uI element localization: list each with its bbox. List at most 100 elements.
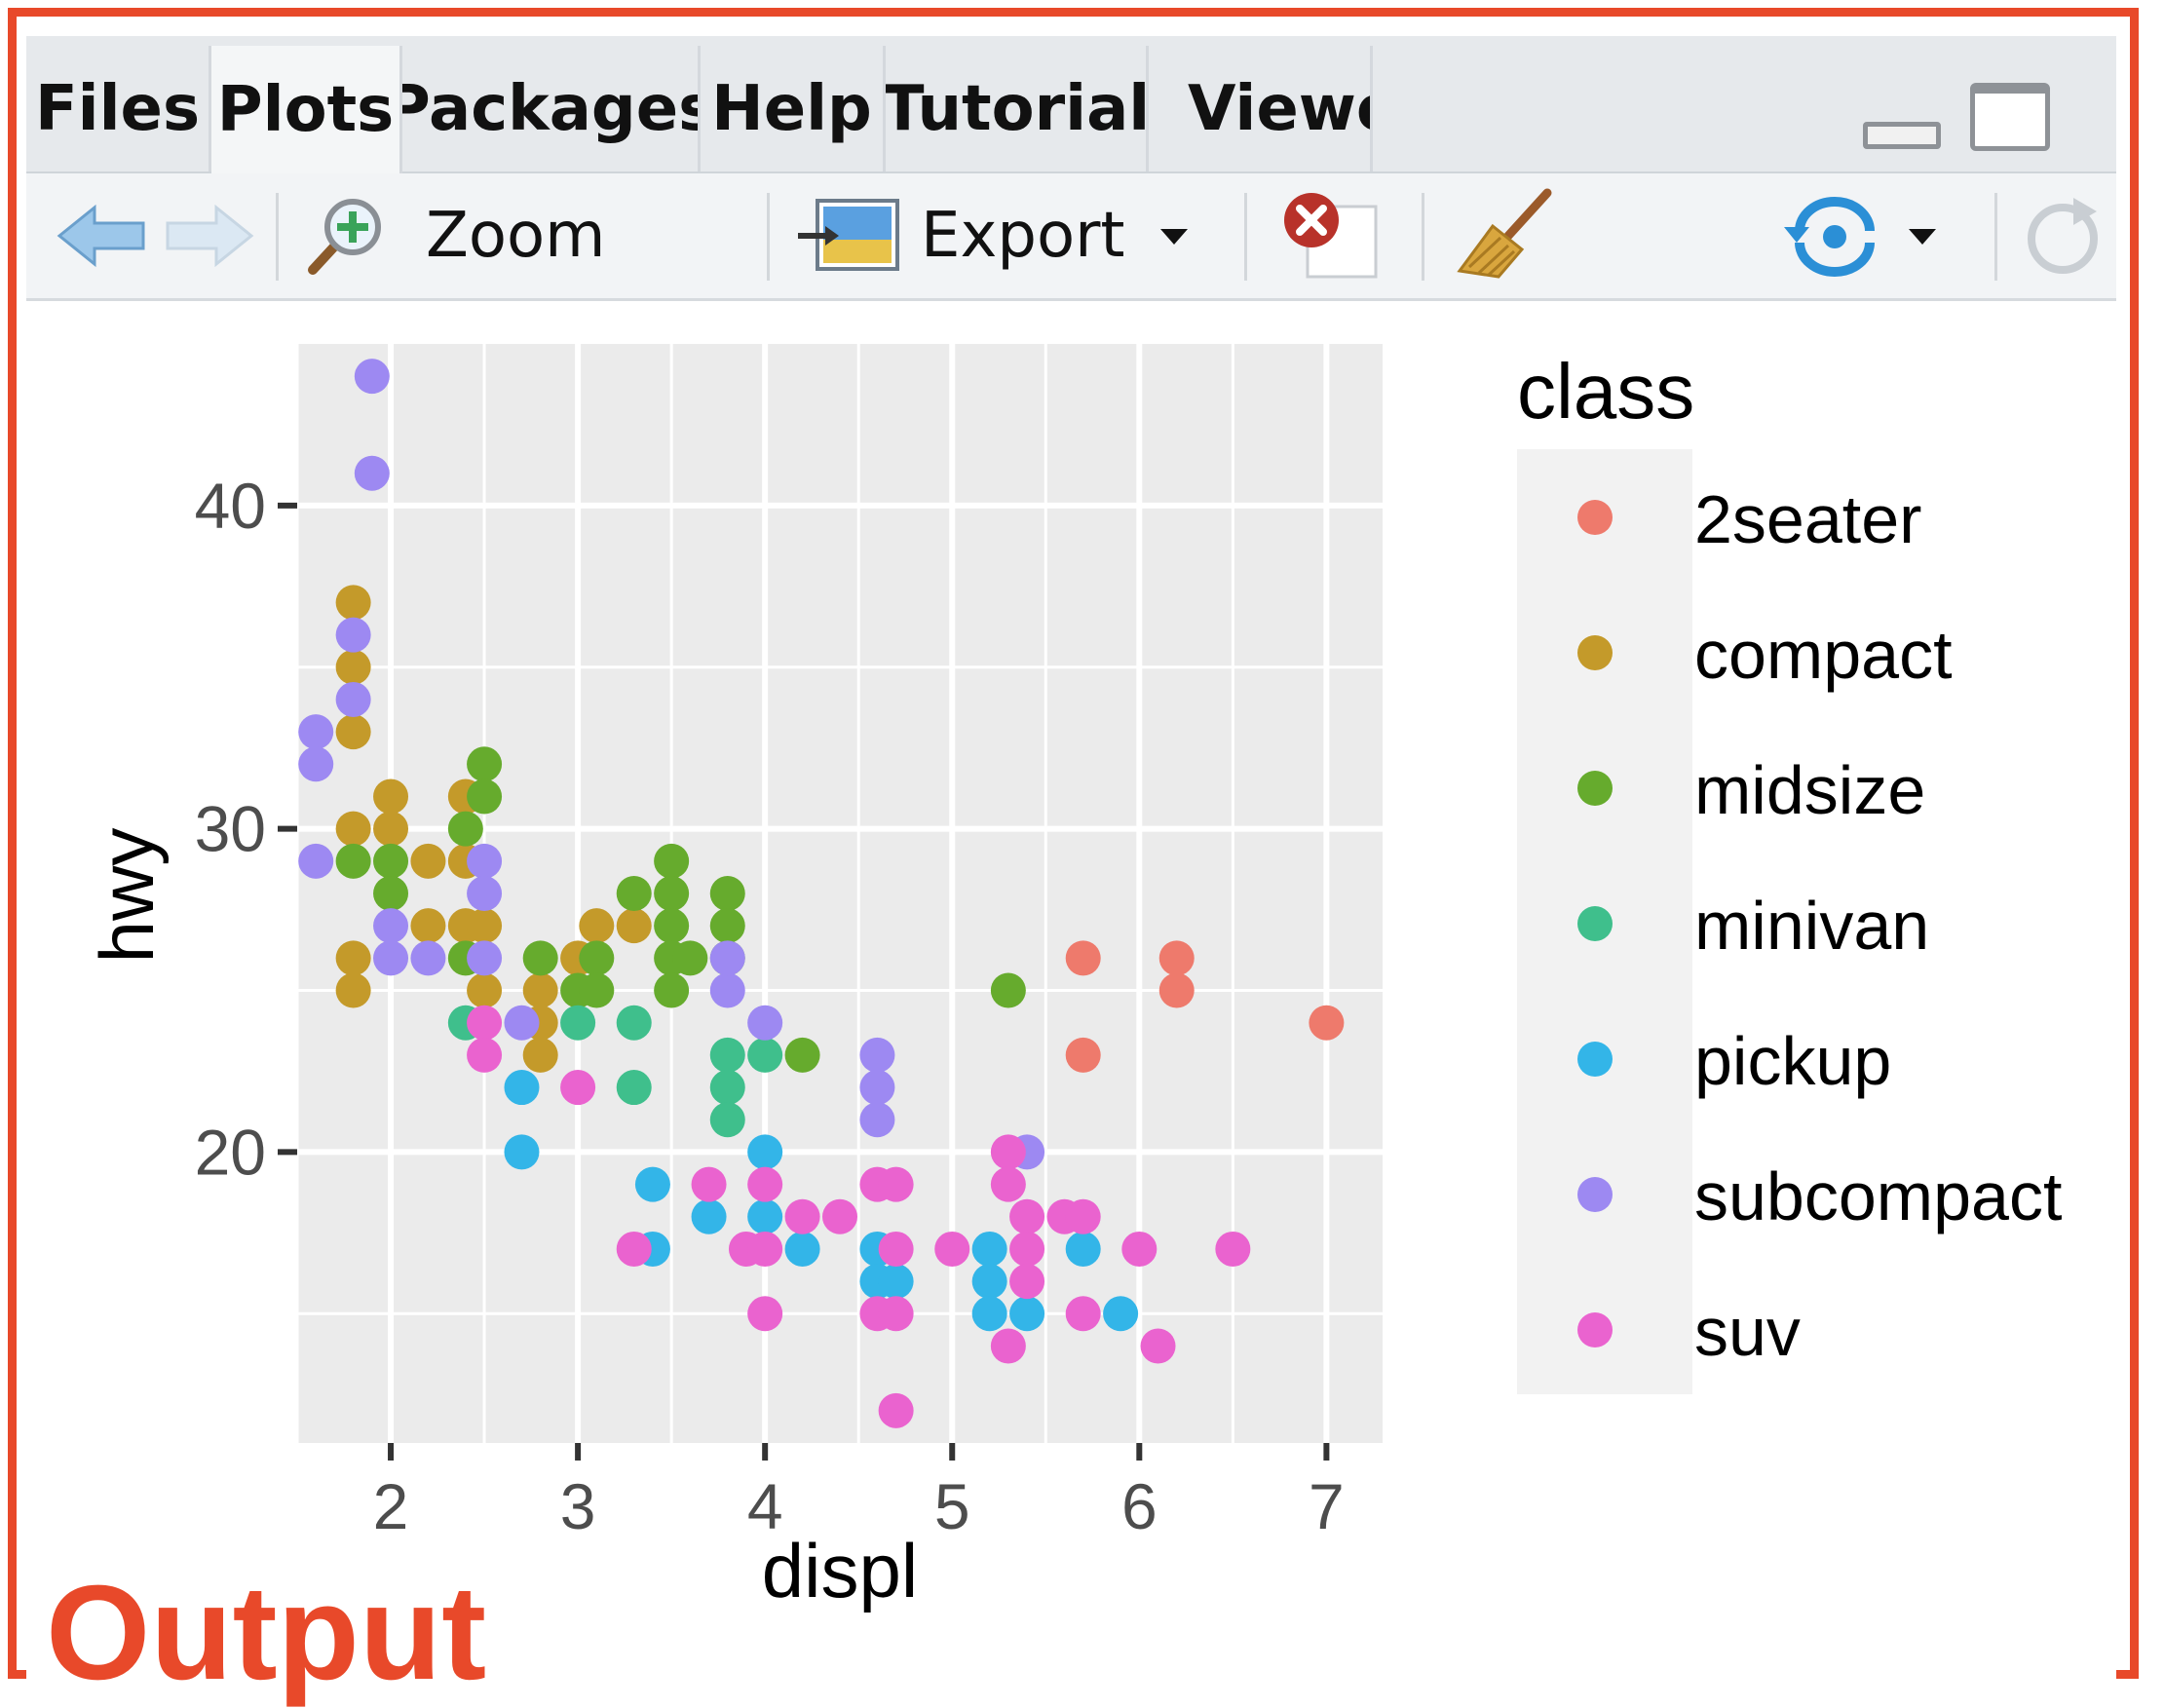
refresh-button[interactable]: [2019, 173, 2107, 298]
maximize-button[interactable]: [1970, 83, 2050, 151]
clear-all-button[interactable]: [1454, 173, 1561, 298]
x-tick-label: 7: [1309, 1470, 1345, 1542]
data-point-midsize: [579, 972, 615, 1008]
data-point-suv: [616, 1231, 652, 1267]
data-point-compact: [579, 908, 615, 944]
data-point-midsize: [654, 876, 690, 911]
data-point-compact: [373, 811, 409, 847]
tab-files[interactable]: Files: [26, 46, 211, 171]
zoom-button[interactable]: Zoom: [294, 173, 723, 298]
remove-plot-button[interactable]: [1278, 173, 1386, 298]
data-point-subcompact: [859, 1070, 895, 1106]
data-point-suv: [990, 1166, 1026, 1202]
tab-packages[interactable]: Packages: [402, 46, 701, 171]
back-button[interactable]: [56, 173, 153, 298]
y-tick-label: 20: [195, 1116, 266, 1188]
data-point-midsize: [467, 746, 503, 782]
legend-label-2seater: 2seater: [1694, 481, 1921, 557]
data-point-midsize: [990, 972, 1026, 1008]
data-point-compact: [335, 972, 371, 1008]
back-arrow-icon: [57, 204, 145, 268]
export-button[interactable]: Export: [796, 173, 1225, 298]
forward-button[interactable]: [163, 173, 260, 298]
legend-key-suv: [1577, 1312, 1613, 1347]
legend-label-minivan: minivan: [1694, 888, 1929, 964]
data-point-compact: [335, 714, 371, 750]
legend-key-2seater: [1577, 500, 1613, 535]
legend-label-midsize: midsize: [1694, 752, 1925, 828]
data-point-suv: [1140, 1328, 1176, 1364]
output-label: Output: [46, 1558, 487, 1708]
data-point-subcompact: [467, 843, 503, 879]
data-point-suv: [1009, 1198, 1045, 1234]
tab-plots[interactable]: Plots: [211, 46, 402, 173]
data-point-subcompact: [467, 940, 503, 976]
data-point-suv: [1121, 1231, 1158, 1267]
minimize-button[interactable]: [1863, 122, 1941, 149]
tab-tutorial[interactable]: Tutorial: [886, 46, 1149, 171]
legend-key-compact: [1577, 635, 1613, 670]
data-point-suv: [747, 1296, 783, 1332]
data-point-pickup: [747, 1198, 783, 1234]
data-point-suv: [467, 1005, 503, 1041]
legend-key-pickup: [1577, 1042, 1613, 1077]
legend-label-subcompact: subcompact: [1694, 1158, 2062, 1234]
window-controls: [1863, 83, 2077, 161]
data-point-minivan: [709, 1037, 745, 1073]
data-point-suv: [560, 1070, 596, 1106]
data-point-pickup: [504, 1134, 540, 1170]
data-point-suv: [822, 1198, 857, 1234]
data-point-midsize: [709, 876, 745, 911]
data-point-compact: [616, 908, 652, 944]
data-point-compact: [335, 649, 371, 685]
data-point-pickup: [634, 1166, 670, 1202]
tab-viewer[interactable]: Viewe: [1149, 46, 1373, 171]
data-point-midsize: [373, 843, 409, 879]
data-point-minivan: [560, 1005, 596, 1041]
data-point-suv: [784, 1198, 820, 1234]
data-point-suv: [878, 1392, 914, 1428]
data-point-suv: [934, 1231, 970, 1267]
data-point-pickup: [878, 1264, 914, 1300]
data-point-pickup: [971, 1296, 1007, 1332]
data-point-subcompact: [709, 940, 745, 976]
data-point-2seater: [1158, 940, 1195, 976]
plots-pane: Files Plots Packages Help Tutorial Viewe: [8, 8, 2139, 1700]
data-point-subcompact: [298, 746, 334, 782]
forward-arrow-icon: [166, 204, 254, 268]
x-tick-label: 3: [560, 1470, 596, 1542]
x-tick-label: 4: [747, 1470, 783, 1542]
data-point-midsize: [579, 940, 615, 976]
tab-bar: Files Plots Packages Help Tutorial Viewe: [26, 36, 2116, 173]
data-point-midsize: [709, 908, 745, 944]
sync-button[interactable]: [1780, 173, 1955, 298]
data-point-compact: [335, 940, 371, 976]
x-tick-label: 6: [1121, 1470, 1158, 1542]
data-point-pickup: [1103, 1296, 1139, 1332]
data-point-subcompact: [709, 972, 745, 1008]
legend-title: class: [1517, 348, 1694, 435]
data-point-midsize: [522, 940, 558, 976]
legend-key-subcompact: [1577, 1177, 1613, 1212]
data-point-midsize: [654, 972, 690, 1008]
data-point-suv: [878, 1231, 914, 1267]
data-point-midsize: [373, 876, 409, 911]
scatter-plot: 2 3 4 5 6 7 20 30 40 displ hwy class 2seater comp…: [84, 344, 2062, 1613]
data-point-suv: [1009, 1231, 1045, 1267]
legend-label-compact: compact: [1694, 617, 1953, 693]
plot-toolbar: Zoom Export: [26, 173, 2116, 301]
data-point-subcompact: [747, 1005, 783, 1041]
data-point-subcompact: [298, 714, 334, 750]
x-tick-label: 2: [373, 1470, 409, 1542]
tab-help[interactable]: Help: [701, 46, 886, 171]
data-point-compact: [467, 908, 503, 944]
data-point-2seater: [1065, 1037, 1101, 1073]
data-point-compact: [522, 972, 558, 1008]
data-point-suv: [1065, 1296, 1101, 1332]
y-tick-label: 30: [195, 793, 266, 865]
data-point-compact: [467, 972, 503, 1008]
export-icon: [798, 198, 899, 271]
export-label: Export: [921, 200, 1125, 272]
data-point-pickup: [1065, 1231, 1101, 1267]
data-point-compact: [410, 843, 446, 879]
